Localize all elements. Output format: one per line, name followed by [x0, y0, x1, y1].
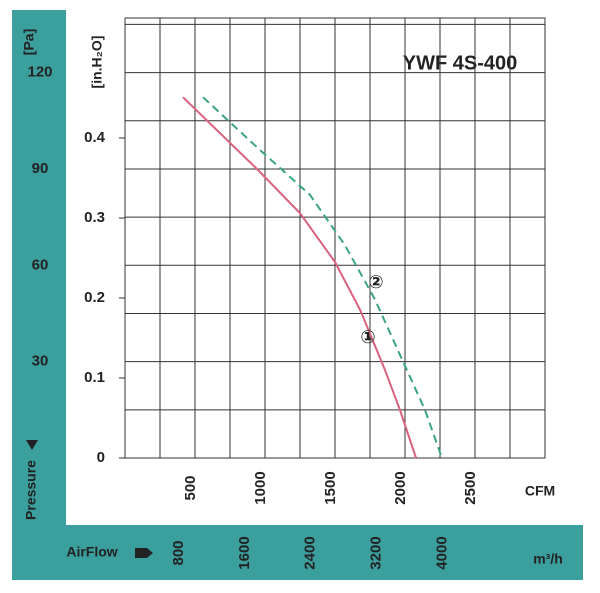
y2-tick-label: 60 — [32, 256, 49, 273]
x-tick-label: 1500 — [322, 471, 339, 504]
side-arrow — [26, 440, 38, 450]
x2-tick-label: 1600 — [236, 536, 253, 569]
y-tick-label: 0.3 — [84, 209, 105, 226]
y-tick-label: 0 — [97, 449, 105, 466]
x-tick-label: 2000 — [392, 471, 409, 504]
series-label: ② — [368, 272, 383, 292]
y2-tick-label: 120 — [27, 64, 52, 81]
series-line — [182, 96, 418, 459]
y2-axis-label: [Pa] — [21, 29, 37, 55]
y-tick-label: 0.1 — [84, 369, 105, 386]
y-tick-label: 0.4 — [84, 129, 106, 146]
bottom-arrow — [135, 548, 153, 558]
x-tick-label: 1000 — [252, 471, 269, 504]
y-axis-label: [in.H₂O] — [89, 36, 105, 89]
bottom-label: AirFlow — [66, 544, 117, 560]
x2-axis-label: m³/h — [533, 551, 563, 567]
x2-tick-label: 2400 — [302, 536, 319, 569]
series-label: ① — [360, 327, 375, 347]
side-label: Pressure — [23, 460, 39, 520]
chart-title: YWF 4S-400 — [403, 52, 517, 74]
y2-tick-label: 90 — [32, 160, 49, 177]
x-axis-label: CFM — [525, 483, 555, 499]
x2-tick-label: 800 — [170, 540, 187, 565]
series-line — [202, 96, 443, 459]
x2-tick-label: 3200 — [368, 536, 385, 569]
x-tick-label: 2500 — [462, 471, 479, 504]
y-tick-label: 0.2 — [84, 289, 105, 306]
x-tick-label: 500 — [182, 475, 199, 500]
x2-tick-label: 4000 — [434, 536, 451, 569]
frame-left — [12, 10, 66, 580]
frame-bottom — [12, 525, 583, 580]
y2-tick-label: 30 — [32, 353, 49, 370]
